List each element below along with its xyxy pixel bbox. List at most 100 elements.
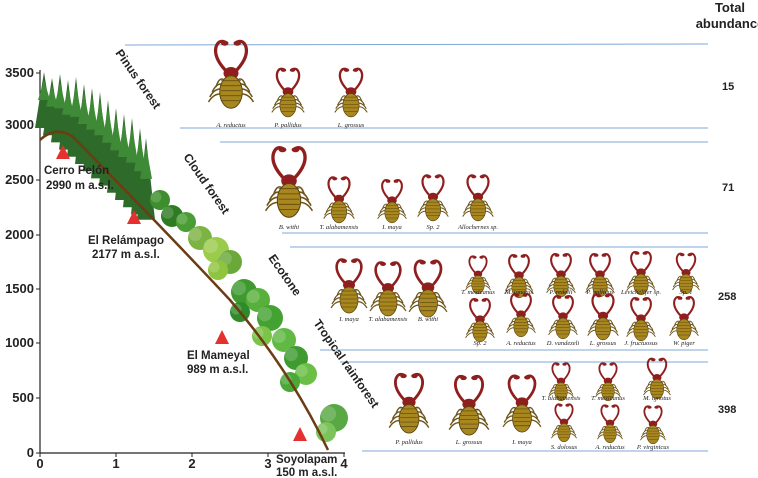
pedipalp-arm (630, 296, 639, 318)
pine-highlight (126, 126, 138, 163)
y-tick-label: 3000 (5, 117, 34, 132)
pseudoscorpion-icon (626, 296, 656, 342)
chela-claw (332, 176, 338, 181)
chela-claw (604, 293, 610, 298)
tree-highlight (203, 238, 218, 254)
species-specimen: B. withi (264, 146, 314, 231)
abdomen (458, 406, 480, 436)
pedipalp-arm (394, 178, 403, 200)
species-label: A. reductus (505, 340, 536, 347)
pedipalp-arm (391, 261, 402, 287)
chela-claw (419, 260, 426, 265)
species-specimen: L. grossus (448, 374, 490, 446)
chela-claw (562, 362, 567, 366)
species-label: T. mexicanus (461, 289, 495, 296)
pedipalp-arm (521, 253, 530, 275)
abundance-pinus: 15 (722, 81, 734, 93)
species-label: B. withi (418, 316, 438, 323)
species-label: I. maya (511, 439, 532, 446)
tree-highlight (208, 261, 220, 273)
site-name: El Mameyal (187, 350, 250, 362)
tree-canopy (208, 260, 228, 280)
site-name: Cerro Pelón (44, 165, 109, 177)
pseudoscorpion-icon (417, 174, 449, 222)
site-marker-icon (127, 210, 141, 224)
pedipalp-arm (688, 252, 697, 272)
species-specimen: P. redelli (546, 252, 576, 298)
pseudoscorpion-icon (585, 252, 615, 298)
species-specimen: T. alabamensis (542, 362, 581, 402)
broadleaf-tree (246, 288, 270, 312)
pedipalp-arm (563, 362, 571, 380)
species-label: Levichelifer sp. (620, 289, 661, 296)
pseudoscorpion-icon (408, 259, 448, 318)
tree-highlight (176, 213, 188, 225)
species-specimen: Sp. 2 (417, 174, 449, 231)
chela-claw (471, 174, 477, 179)
species-label: S. dolosus (551, 444, 578, 451)
site-marker-icon (215, 330, 229, 344)
pseudoscorpion-icon (377, 178, 407, 224)
tree-canopy (257, 305, 283, 331)
species-specimen: M. ignotus (504, 253, 534, 299)
species-label: T. alabamensis (542, 395, 581, 402)
chela-claw (642, 251, 648, 255)
chela-claw (654, 405, 659, 409)
species-specimen: P. pallidus (388, 372, 430, 446)
pedipalp-arm (643, 405, 651, 423)
species-specimen: P. pallidus (585, 252, 615, 298)
chela-claw (481, 298, 487, 302)
species-specimen: I. maya (502, 374, 542, 446)
pedipalp-arm (335, 258, 346, 284)
species-specimen: I. maya (330, 258, 368, 323)
pseudoscorpion-icon (669, 295, 699, 341)
chela-claw (642, 297, 648, 301)
species-label: W. piger (673, 340, 695, 347)
pseudoscorpion-icon (672, 252, 700, 295)
tree-highlight (257, 306, 272, 322)
tree-highlight (280, 373, 292, 385)
abdomen (384, 201, 400, 224)
chela-claw (634, 251, 640, 255)
site-elevation: 2990 m a.s.l. (46, 180, 114, 192)
species-label: P. pallidus (585, 289, 614, 296)
chela-claw (512, 254, 518, 258)
tree-highlight (320, 406, 337, 422)
chela-claw (685, 296, 691, 300)
broadleaf-tree (208, 260, 228, 280)
chela-claw (380, 262, 386, 266)
y-tick-label: 3500 (5, 65, 34, 80)
pseudoscorpion-icon (548, 362, 574, 401)
chela-claw (472, 255, 477, 259)
species-specimen: T. mexicanus (591, 362, 625, 402)
site-marker-icon (56, 145, 70, 159)
pseudoscorpion-icon (506, 292, 536, 338)
species-specimen: T. mexicanus (461, 255, 495, 296)
tree-highlight (161, 206, 174, 219)
tree-highlight (150, 191, 162, 203)
chela-claw (411, 373, 418, 379)
broadleaf-tree (176, 212, 196, 232)
site-el-relampago: El Relámpago 2177 m a.s.l. (88, 210, 164, 261)
pseudoscorpion-icon (597, 404, 623, 443)
pseudoscorpion-icon (207, 39, 255, 109)
site-elevation: 989 m a.s.l. (187, 364, 248, 376)
species-label: P. redelli (548, 289, 572, 296)
zone-label-tropical-rainforest: Tropical rainforest (311, 317, 383, 411)
x-tick-label: 3 (264, 456, 271, 471)
pseudoscorpion-icon (388, 372, 430, 434)
pedipalp-arm (327, 176, 336, 198)
species-specimen: Sp. 2 (465, 297, 495, 347)
species-specimen: J. fructuosus (624, 296, 658, 347)
broadleaf-tree (295, 363, 317, 385)
pedipalp-arm (431, 259, 443, 286)
zone-label-pinus-forest: Pinus forest (113, 47, 164, 112)
pine-highlight (38, 80, 50, 100)
chela-claw (680, 253, 685, 257)
pseudoscorpion-icon (504, 253, 534, 299)
abdomen (601, 382, 615, 401)
abdomen (470, 198, 486, 222)
abdomen (276, 182, 302, 218)
abundance-ecotone: 258 (718, 291, 736, 303)
species-specimen: B. withi (408, 259, 448, 323)
